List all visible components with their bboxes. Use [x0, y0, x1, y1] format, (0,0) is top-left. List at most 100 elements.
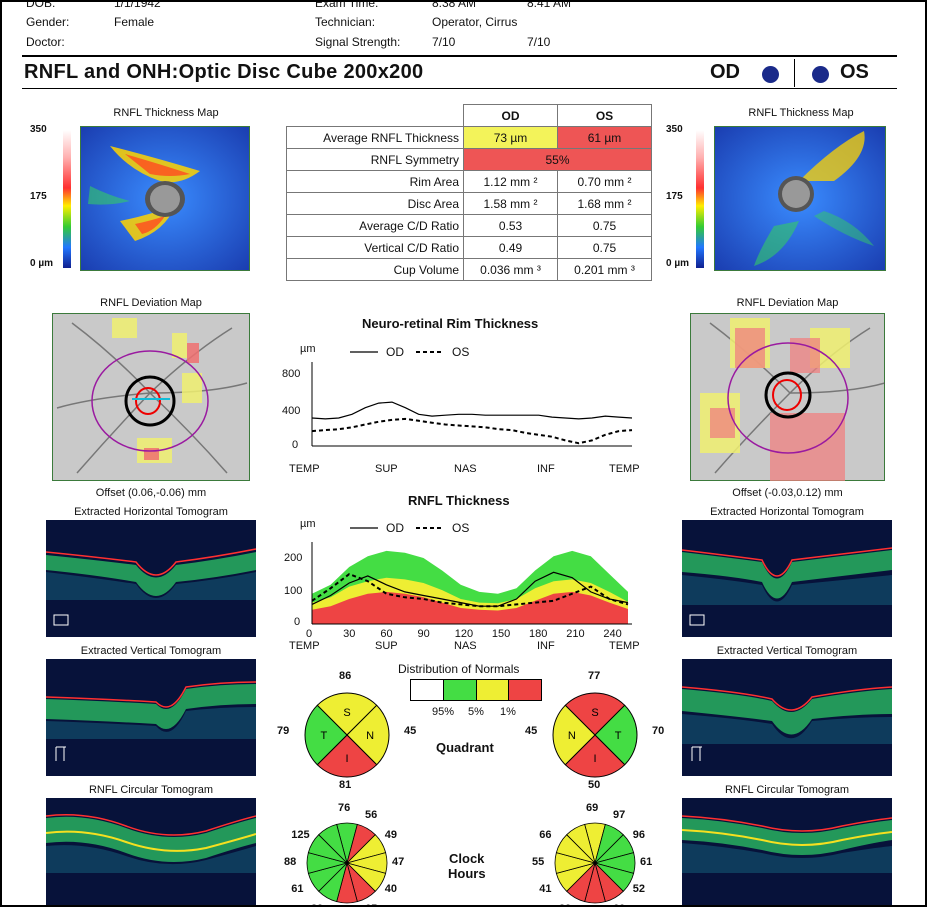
quad-od-sector-n [346, 704, 390, 766]
exam-time-os: 8:41 AM [527, 0, 572, 10]
os-circular-tomogram [682, 798, 892, 905]
os-clock-hour-value: 61 [640, 856, 653, 868]
gender-label: Gender: [26, 15, 70, 29]
rnfl-xtick: 120 [454, 628, 474, 640]
quad-os-letter-s: S [591, 707, 598, 719]
od-horizontal-tomogram [46, 520, 256, 637]
exam-time-label: Exam Time: [315, 0, 379, 10]
os-clock-hour-value: 60 [613, 903, 625, 905]
rnfl-xcat: TEMP [289, 640, 320, 652]
signal-label: Signal Strength: [315, 35, 401, 49]
os-label: OS [840, 61, 869, 83]
rnfl-xcat: NAS [454, 640, 477, 652]
rnfl-xtick: 60 [380, 628, 393, 640]
title-bar: RNFL and ONH:Optic Disc Cube 200x200 OD … [22, 55, 897, 89]
rnfl-legend-od: OD [386, 521, 404, 535]
legend-swatch-green [443, 680, 477, 700]
os-quad-n-value: 45 [525, 725, 538, 737]
os-clock-hour-value: 52 [632, 883, 645, 895]
rim-thickness-chart [311, 362, 633, 447]
od-scale-min: 0 µm [30, 258, 53, 269]
rnfl-xtick: 90 [417, 628, 430, 640]
quad-os-sector-n [552, 704, 596, 766]
od-scale-max: 350 [30, 124, 47, 135]
table-row: RNFL Symmetry 55% [286, 148, 652, 171]
avg-rnfl-os: 61 µm [557, 126, 652, 149]
od-clock-hour-value: 89 [311, 903, 323, 905]
od-deviation-caption: RNFL Deviation Map [100, 297, 202, 309]
table-row: Cup Volume 0.036 mm ³ 0.201 mm ³ [286, 258, 652, 281]
rim-os-line [311, 417, 633, 445]
rnfl-xtick: 240 [603, 628, 622, 640]
doctor-label: Doctor: [26, 35, 65, 49]
col-od: OD [463, 104, 558, 127]
od-clock-hour-value: 125 [291, 829, 310, 841]
os-horizontal-tomogram [682, 520, 892, 637]
rnfl-legend-os: OS [452, 521, 470, 535]
distribution-title: Distribution of Normals [398, 662, 520, 676]
quad-od-letter-i: I [345, 753, 348, 765]
signal-od: 7/10 [432, 35, 456, 49]
rim-legend-od: OD [386, 345, 404, 359]
os-horiz-tomo-caption: Extracted Horizontal Tomogram [710, 506, 864, 518]
os-clock-hour-value: 41 [539, 883, 552, 895]
clock-label-2: Hours [448, 866, 486, 881]
rim-ytick: 800 [282, 368, 301, 380]
rnfl-xcat: INF [537, 640, 555, 652]
clock-os-sector [566, 823, 596, 865]
os-clock-hours-chart [554, 822, 636, 904]
rnfl-legend-os-line [416, 527, 444, 529]
quadrant-label: Quadrant [436, 740, 494, 755]
od-thickness-map-caption: RNFL Thickness Map [113, 107, 219, 119]
rnfl-xtick: 180 [529, 628, 548, 640]
legend-pct: 1% [500, 706, 516, 718]
table-row: Average RNFL Thickness 73 µm 61 µm [286, 126, 652, 149]
technician-value: Operator, Cirrus [432, 15, 518, 29]
gender-value: Female [114, 15, 155, 29]
os-quad-t-value: 70 [652, 725, 665, 737]
od-circ-tomo-caption: RNFL Circular Tomogram [88, 784, 214, 796]
rim-xcat: INF [537, 463, 555, 475]
dob-label: DOB: [26, 0, 56, 10]
os-deviation-caption: RNFL Deviation Map [736, 297, 839, 309]
od-vert-tomo-caption: Extracted Vertical Tomogram [80, 645, 222, 657]
os-clock-hour-value: 97 [613, 809, 626, 822]
od-clock-hour-value: 56 [365, 809, 378, 822]
table-row: Average C/D Ratio 0.53 0.75 [286, 214, 652, 237]
od-quadrant-chart: S N I T [304, 692, 390, 778]
metrics-table: OD OS Average RNFL Thickness 73 µm 61 µm… [286, 104, 652, 281]
os-circ-tomo-caption: RNFL Circular Tomogram [724, 784, 850, 796]
rim-chart-ylabel: µm [300, 343, 316, 355]
dob-value: 1/1/1942 [114, 0, 161, 10]
od-clock-hour-value: 65 [365, 903, 377, 905]
clock-label-1: Clock [449, 851, 485, 866]
quad-od-letter-s: S [343, 707, 350, 719]
page-title: RNFL and ONH:Optic Disc Cube 200x200 [24, 61, 424, 83]
os-quad-i-value: 50 [588, 779, 601, 791]
rim-xcat: NAS [454, 463, 477, 475]
os-deviation-map [690, 313, 885, 481]
distribution-legend [410, 679, 542, 701]
od-clock-hour-value: 61 [291, 883, 304, 895]
legend-pct: 5% [468, 706, 484, 718]
quad-od-sector-i [316, 734, 378, 778]
os-clock-hour-value: 39 [559, 903, 571, 905]
rim-xcat: TEMP [609, 463, 640, 475]
technician-label: Technician: [315, 15, 376, 29]
rnfl-chart-title: RNFL Thickness [408, 493, 510, 508]
legend-swatch-white [411, 680, 444, 700]
od-clock-hour-value: 47 [392, 856, 405, 868]
od-clock-hour-value: 88 [284, 856, 297, 868]
rim-legend-os: OS [452, 345, 470, 359]
rim-chart-title: Neuro-retinal Rim Thickness [362, 316, 539, 331]
os-eye-icon [812, 66, 829, 83]
od-clock-hour-value: 49 [384, 829, 397, 841]
os-scale-mid: 175 [666, 191, 683, 202]
os-clock-hour-value: 96 [632, 829, 645, 841]
od-deviation-map [52, 313, 250, 481]
quad-od-letter-n: N [366, 730, 374, 742]
os-thickness-map [714, 126, 886, 271]
os-quad-s-value: 77 [588, 670, 601, 682]
quad-os-sector-s [564, 692, 626, 736]
